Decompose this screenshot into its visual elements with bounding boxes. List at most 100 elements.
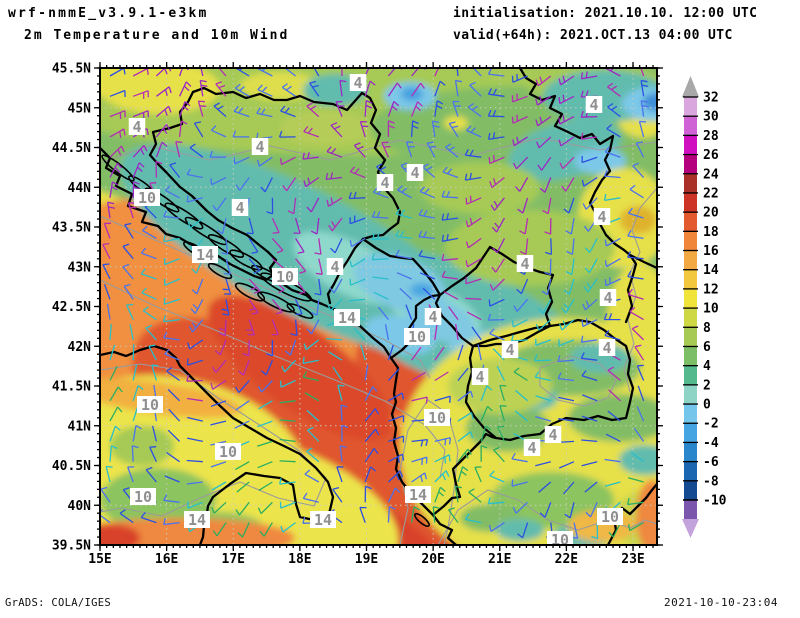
wind-barb: [513, 156, 529, 170]
init-time-label: initialisation: 2021.10.10. 12:00 UTC: [453, 6, 758, 21]
lat-tick-label: 41N: [68, 419, 92, 434]
contour-label: 14: [196, 246, 214, 264]
wind-barb: [178, 120, 188, 137]
wind-barb: [604, 258, 621, 268]
wind-barb: [303, 176, 320, 188]
wind-barb: [109, 386, 123, 402]
wind-barb: [179, 81, 192, 97]
wind-barb: [580, 71, 598, 80]
colorbar-segment: [684, 116, 697, 136]
colorbar-segment: [684, 346, 697, 367]
wind-barb: [441, 233, 459, 242]
colorbar-tick-label: 12: [703, 282, 719, 297]
wind-barb: [640, 100, 649, 117]
wind-barb: [465, 258, 482, 268]
wind-barb: [564, 502, 575, 519]
temp-blob: [110, 426, 174, 466]
wind-barb: [411, 456, 428, 466]
colorbar-segment: [684, 250, 697, 271]
contour-label-box: [501, 341, 519, 358]
contour-label-box: [598, 339, 616, 356]
contour-label: 4: [527, 439, 536, 457]
wind-barb: [132, 144, 148, 158]
wind-barb: [109, 145, 125, 158]
wind-barb: [186, 195, 203, 203]
wind-barb: [627, 229, 644, 240]
wind-barb: [544, 218, 552, 235]
wind-barb: [538, 481, 552, 493]
wind-barb: [163, 315, 180, 323]
wind-barb: [257, 84, 273, 97]
wind-barb: [213, 102, 227, 118]
colorbar-tick-label: 2: [703, 378, 711, 393]
wind-barb: [257, 420, 273, 428]
wind-barb: [124, 222, 134, 239]
wind-barb: [630, 451, 644, 463]
wind-barb: [122, 263, 134, 280]
wind-barb: [563, 278, 575, 295]
wind-barb: [640, 79, 649, 97]
wind-barb: [489, 328, 505, 341]
wind-barb: [211, 359, 227, 373]
contour-label: 4: [597, 208, 606, 226]
wind-barb: [432, 506, 440, 523]
wind-barb: [306, 409, 320, 422]
lat-tick-label: 45.5N: [52, 62, 91, 77]
wind-barb: [199, 79, 208, 97]
wind-barb: [349, 258, 366, 268]
wind-barb: [431, 120, 440, 137]
wind-barb: [387, 120, 395, 137]
wind-barb: [487, 497, 505, 505]
wind-barb: [287, 197, 297, 215]
wind-barb: [537, 156, 552, 171]
wind-barb: [337, 384, 345, 401]
lon-tick-label: 21E: [488, 552, 511, 567]
wind-barb: [422, 287, 436, 300]
wind-barb: [580, 352, 598, 361]
contour-label-box: [376, 174, 394, 191]
wind-barb: [536, 136, 552, 149]
wind-barb: [163, 257, 180, 266]
wind-barb: [535, 338, 552, 347]
contour-label: 4: [505, 341, 514, 359]
wind-barb: [387, 82, 402, 97]
wind-barb: [248, 238, 259, 254]
wind-barb: [302, 492, 319, 503]
wind-barb: [480, 425, 492, 442]
contour-label: 10: [428, 409, 446, 427]
wind-barb: [581, 461, 598, 467]
wind-barb: [256, 107, 273, 118]
colorbar-tick-label: 20: [703, 206, 719, 221]
wind-barb: [140, 511, 157, 524]
wind-barb: [256, 156, 273, 167]
wind-barb: [210, 461, 227, 468]
wind-barb: [603, 169, 621, 179]
wind-barb: [328, 217, 343, 232]
wind-barb: [371, 232, 389, 241]
wind-barb: [349, 237, 366, 248]
wind-barb: [457, 466, 469, 483]
contour-label-box: [192, 246, 218, 263]
temp-blob: [496, 519, 544, 541]
wind-barb: [387, 344, 394, 361]
colorbar-tick-label: 8: [703, 321, 711, 336]
wind-barb: [335, 100, 345, 117]
colorbar-tick-label: 16: [703, 244, 719, 259]
wind-barb: [279, 438, 296, 443]
wind-barb: [306, 197, 320, 213]
wind-barb: [221, 238, 229, 255]
wind-barb: [544, 258, 552, 276]
island-outline: [101, 154, 135, 182]
wind-barb: [591, 522, 599, 540]
colorbar-segment: [684, 154, 697, 175]
wind-barb: [246, 217, 254, 235]
wind-barb: [186, 437, 203, 443]
wind-barb: [584, 258, 598, 274]
wind-barb: [511, 73, 528, 83]
wind-barb: [234, 461, 250, 471]
wind-barb: [604, 458, 621, 463]
contour-label-box: [215, 443, 241, 460]
wind-barb: [187, 339, 204, 350]
contour-label-box: [599, 289, 617, 306]
wind-barb: [515, 177, 529, 192]
